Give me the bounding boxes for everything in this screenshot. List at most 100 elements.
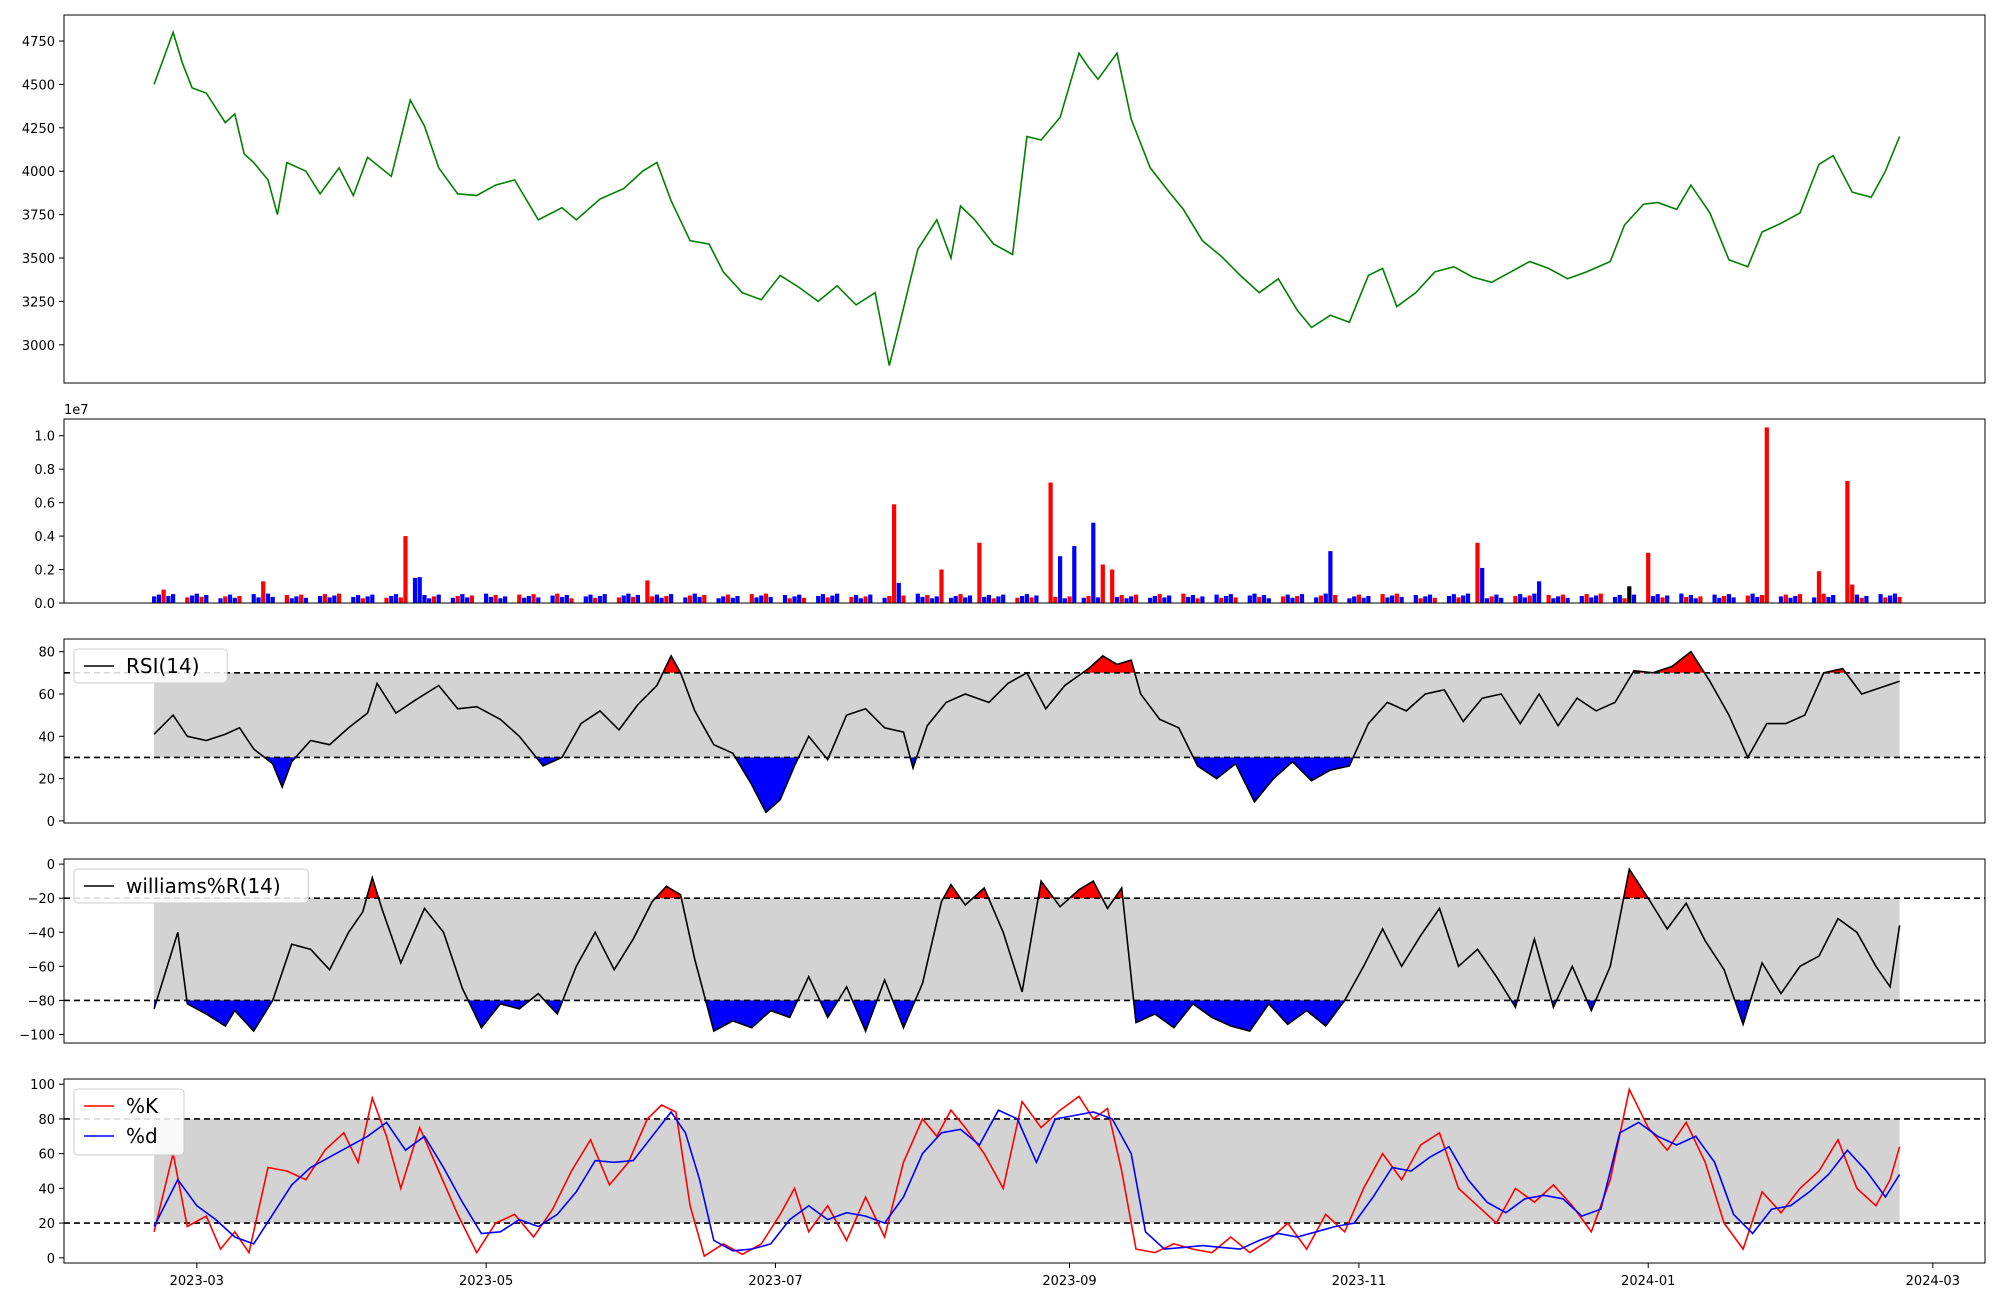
volume-bar [1812,597,1817,603]
price-ytick-label: 3750 [22,209,55,224]
volume-bar [616,597,622,603]
volume-bar [1148,597,1153,603]
rsi-legend-box [73,648,228,684]
volume-bar [849,596,854,603]
stochastic-ytick-label: 40 [38,1182,55,1197]
volume-bar [759,595,764,603]
volume-bar [517,594,522,603]
volume-bar [1100,564,1105,603]
volume-bar [768,596,773,603]
volume-bar [1318,595,1324,603]
volume-bar [1427,594,1433,603]
williams-r-oversold-fill [1734,1000,1751,1025]
volume-bar [460,594,465,603]
volume-bar [289,598,294,603]
price-ytick-label: 4750 [22,35,55,50]
volume-bar [1053,596,1058,603]
rsi-oversold-fill [735,757,799,813]
volume-bar [393,594,399,603]
rsi-legend: RSI(14) [73,648,228,684]
williams-r-panel: −100 −80 −60 −40 −20 0 williams%R(14) [19,858,1986,1044]
x-tick-label: 2023-05 [459,1274,513,1289]
volume-bar [1850,584,1855,603]
volume-bar [1546,595,1551,603]
volume-bar [797,594,802,603]
volume-bar [1114,596,1120,603]
volume-bar [1356,594,1361,603]
volume-bar [398,597,403,603]
volume-bar [692,593,697,603]
volume-bar [1622,598,1627,603]
volume-bar [1522,597,1527,603]
volume-bar [488,596,493,603]
volume-bar [1058,556,1063,603]
volume-bar [868,594,873,603]
volume-bar [1152,596,1157,603]
volume-bar [1299,594,1305,603]
volume-bar [403,536,408,603]
volume-bar [816,596,821,603]
rsi-ytick-label: 40 [38,730,55,745]
volume-bar [863,596,868,603]
volume-bar [1484,598,1490,603]
volume-bar [659,597,664,603]
volume-bar [194,593,199,603]
volume-bar [1631,594,1637,603]
volume-bar [564,595,569,603]
volume-bar [232,597,237,603]
williams-r-oversold-fill [1586,1000,1596,1011]
volume-bar [251,594,256,603]
volume-bar [436,594,441,603]
williams-r-legend-label: williams%R(14) [126,874,281,898]
volume-bar [1612,596,1618,603]
volume-bar [683,597,688,603]
volume-bar [1190,595,1195,603]
williams-r-neutral-band [154,898,1900,1001]
volume-bar [1091,522,1096,603]
price-ytick-label: 3500 [22,252,55,267]
volume-bar [1214,594,1219,603]
volume-bar [1475,542,1480,603]
volume-bar [650,596,655,603]
volume-bar [1532,593,1537,603]
rsi-overbought-fill [1653,651,1705,673]
price-panel: 3000 3250 3500 3750 4000 4250 4500 4750 [22,14,1986,384]
volume-bar [915,593,920,603]
volume-bar [1072,546,1077,603]
volume-bar [1162,597,1167,603]
volume-bar [588,594,593,603]
volume-bar [384,597,389,603]
volume-bar [782,595,788,603]
volume-ytick-label: 0.2 [34,564,55,579]
volume-bar [820,594,825,603]
volume-bar [1589,597,1594,603]
volume-bar [1821,593,1826,603]
volume-bar [1518,594,1523,603]
volume-bar [370,594,375,603]
volume-bar [1413,595,1418,603]
volume-bar [493,595,498,603]
volume-bar [526,596,531,603]
volume-bar [948,597,954,603]
volume-bar [1712,594,1717,603]
volume-bar [1499,597,1504,603]
volume-bar [1665,595,1670,603]
volume-bar [996,596,1001,603]
volume-bar [1086,596,1091,603]
volume-bar [1285,594,1290,603]
volume-bar [555,593,560,603]
volume-bar [1684,596,1689,603]
volume-bar [332,595,337,603]
volume-bar [531,594,536,603]
volume-bar [1366,596,1371,603]
volume-bar [645,580,650,603]
volume-bar [991,598,996,603]
volume-bar [1385,597,1390,603]
stochastic-ytick-label: 80 [38,1113,55,1128]
volume-bar [1333,595,1338,603]
volume-bar [498,598,503,603]
volume-bar [1816,571,1822,603]
volume-bar [1797,594,1803,603]
volume-bar [664,596,669,603]
volume-bar [1883,597,1888,603]
